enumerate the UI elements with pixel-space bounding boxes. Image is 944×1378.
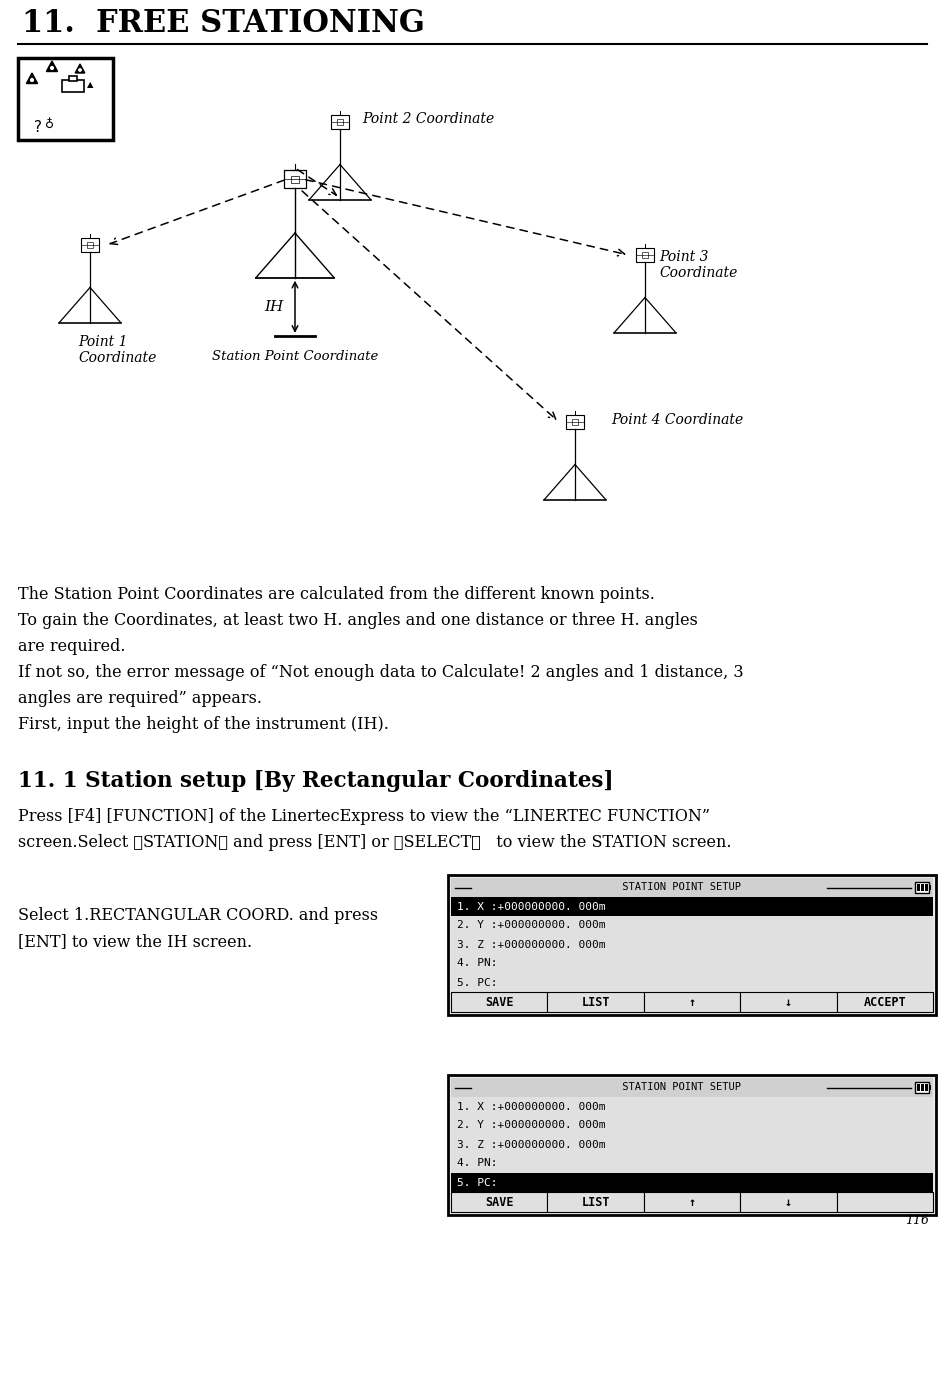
Bar xyxy=(924,1084,927,1091)
Bar xyxy=(69,76,76,81)
Text: ▲: ▲ xyxy=(87,80,93,90)
Bar xyxy=(18,58,113,141)
Text: ?: ? xyxy=(34,120,42,135)
Bar xyxy=(87,243,93,248)
Text: STATION POINT SETUP: STATION POINT SETUP xyxy=(615,1083,747,1093)
Bar xyxy=(928,885,930,890)
Text: 5. PC:: 5. PC: xyxy=(457,977,497,988)
Bar xyxy=(739,992,835,1011)
Text: Point 2 Coordinate: Point 2 Coordinate xyxy=(362,112,494,125)
Bar xyxy=(450,878,932,1011)
Bar xyxy=(635,248,653,262)
Text: Select 1.RECTANGULAR COORD. and press: Select 1.RECTANGULAR COORD. and press xyxy=(18,907,378,925)
Bar xyxy=(336,120,343,125)
Bar xyxy=(739,1192,835,1213)
Text: ↓: ↓ xyxy=(784,995,791,1009)
Bar xyxy=(447,1075,935,1215)
Text: 2. Y :+000000000. 000m: 2. Y :+000000000. 000m xyxy=(457,1120,605,1130)
Circle shape xyxy=(51,66,54,69)
Bar xyxy=(641,252,648,258)
Bar xyxy=(450,1192,932,1213)
Text: IH: IH xyxy=(263,300,282,314)
Text: angles are required” appears.: angles are required” appears. xyxy=(18,690,261,707)
Text: screen.Select ［STATION］ and press [ENT] or ［SELECT］   to view the STATION screen: screen.Select ［STATION］ and press [ENT] … xyxy=(18,834,731,852)
Text: Point 4 Coordinate: Point 4 Coordinate xyxy=(611,413,743,427)
Text: 116: 116 xyxy=(904,1214,928,1226)
Bar xyxy=(571,419,578,424)
Bar xyxy=(547,992,643,1011)
Polygon shape xyxy=(26,73,38,84)
Bar xyxy=(283,169,306,189)
Text: First, input the height of the instrument (IH).: First, input the height of the instrumen… xyxy=(18,717,389,733)
Bar xyxy=(914,1082,928,1093)
Text: ACCEPT: ACCEPT xyxy=(863,995,905,1009)
Text: If not so, the error message of “Not enough data to Calculate! 2 angles and 1 di: If not so, the error message of “Not eno… xyxy=(18,664,743,681)
Text: Point 3
Coordinate: Point 3 Coordinate xyxy=(658,249,736,280)
Bar xyxy=(547,1192,643,1213)
Text: 3. Z :+000000000. 000m: 3. Z :+000000000. 000m xyxy=(457,940,605,949)
Bar xyxy=(916,1084,919,1091)
Bar xyxy=(928,1084,930,1090)
Text: 1. X :+000000000. 000m: 1. X :+000000000. 000m xyxy=(457,901,605,911)
Text: Point 1
Coordinate: Point 1 Coordinate xyxy=(78,335,156,365)
Bar xyxy=(450,1192,547,1213)
Text: [ENT] to view the IH screen.: [ENT] to view the IH screen. xyxy=(18,933,252,949)
Text: 1. X :+000000000. 000m: 1. X :+000000000. 000m xyxy=(457,1101,605,1112)
Text: 5. PC:: 5. PC: xyxy=(457,1177,497,1188)
Bar xyxy=(450,992,932,1011)
Text: ↑: ↑ xyxy=(688,1196,695,1209)
Text: 2. Y :+000000000. 000m: 2. Y :+000000000. 000m xyxy=(457,921,605,930)
Bar xyxy=(450,992,547,1011)
Bar xyxy=(916,885,919,892)
Bar xyxy=(643,1192,739,1213)
Bar xyxy=(450,1078,932,1213)
Text: 4. PN:: 4. PN: xyxy=(457,1159,497,1169)
Bar xyxy=(447,875,935,1016)
Text: Press [F4] [FUNCTION] of the LinertecExpress to view the “LINERTEC FUNCTION”: Press [F4] [FUNCTION] of the LinertecExp… xyxy=(18,808,709,825)
Text: The Station Point Coordinates are calculated from the different known points.: The Station Point Coordinates are calcul… xyxy=(18,586,654,604)
Polygon shape xyxy=(46,61,58,72)
Bar xyxy=(924,885,927,892)
Bar xyxy=(835,1192,932,1213)
Text: SAVE: SAVE xyxy=(484,1196,513,1209)
Text: ↓: ↓ xyxy=(784,1196,791,1209)
Text: Station Point Coordinate: Station Point Coordinate xyxy=(211,350,378,362)
Bar xyxy=(643,992,739,1011)
Text: ♁: ♁ xyxy=(45,119,55,131)
Bar xyxy=(330,114,348,130)
Text: are required.: are required. xyxy=(18,638,126,655)
Text: 11.  FREE STATIONING: 11. FREE STATIONING xyxy=(22,8,425,39)
Bar xyxy=(914,882,928,893)
Bar xyxy=(450,1173,932,1192)
Bar xyxy=(81,238,99,252)
Bar xyxy=(450,878,932,897)
Text: 4. PN:: 4. PN: xyxy=(457,959,497,969)
Circle shape xyxy=(78,69,81,72)
Text: LIST: LIST xyxy=(581,995,609,1009)
Text: STATION POINT SETUP: STATION POINT SETUP xyxy=(615,882,747,893)
Text: ↑: ↑ xyxy=(688,995,695,1009)
Text: LIST: LIST xyxy=(581,1196,609,1209)
Bar xyxy=(920,885,923,892)
Bar xyxy=(920,1084,923,1091)
Text: 3. Z :+000000000. 000m: 3. Z :+000000000. 000m xyxy=(457,1140,605,1149)
Bar xyxy=(450,1078,932,1097)
Circle shape xyxy=(30,79,33,81)
Polygon shape xyxy=(76,63,85,73)
Bar xyxy=(565,415,583,430)
Text: 11. 1 Station setup [By Rectangular Coordinates]: 11. 1 Station setup [By Rectangular Coor… xyxy=(18,770,613,792)
Bar xyxy=(835,992,932,1011)
Text: SAVE: SAVE xyxy=(484,995,513,1009)
Bar xyxy=(450,897,932,916)
Bar xyxy=(291,175,299,183)
Bar xyxy=(62,80,84,92)
Text: To gain the Coordinates, at least two H. angles and one distance or three H. ang: To gain the Coordinates, at least two H.… xyxy=(18,612,697,628)
